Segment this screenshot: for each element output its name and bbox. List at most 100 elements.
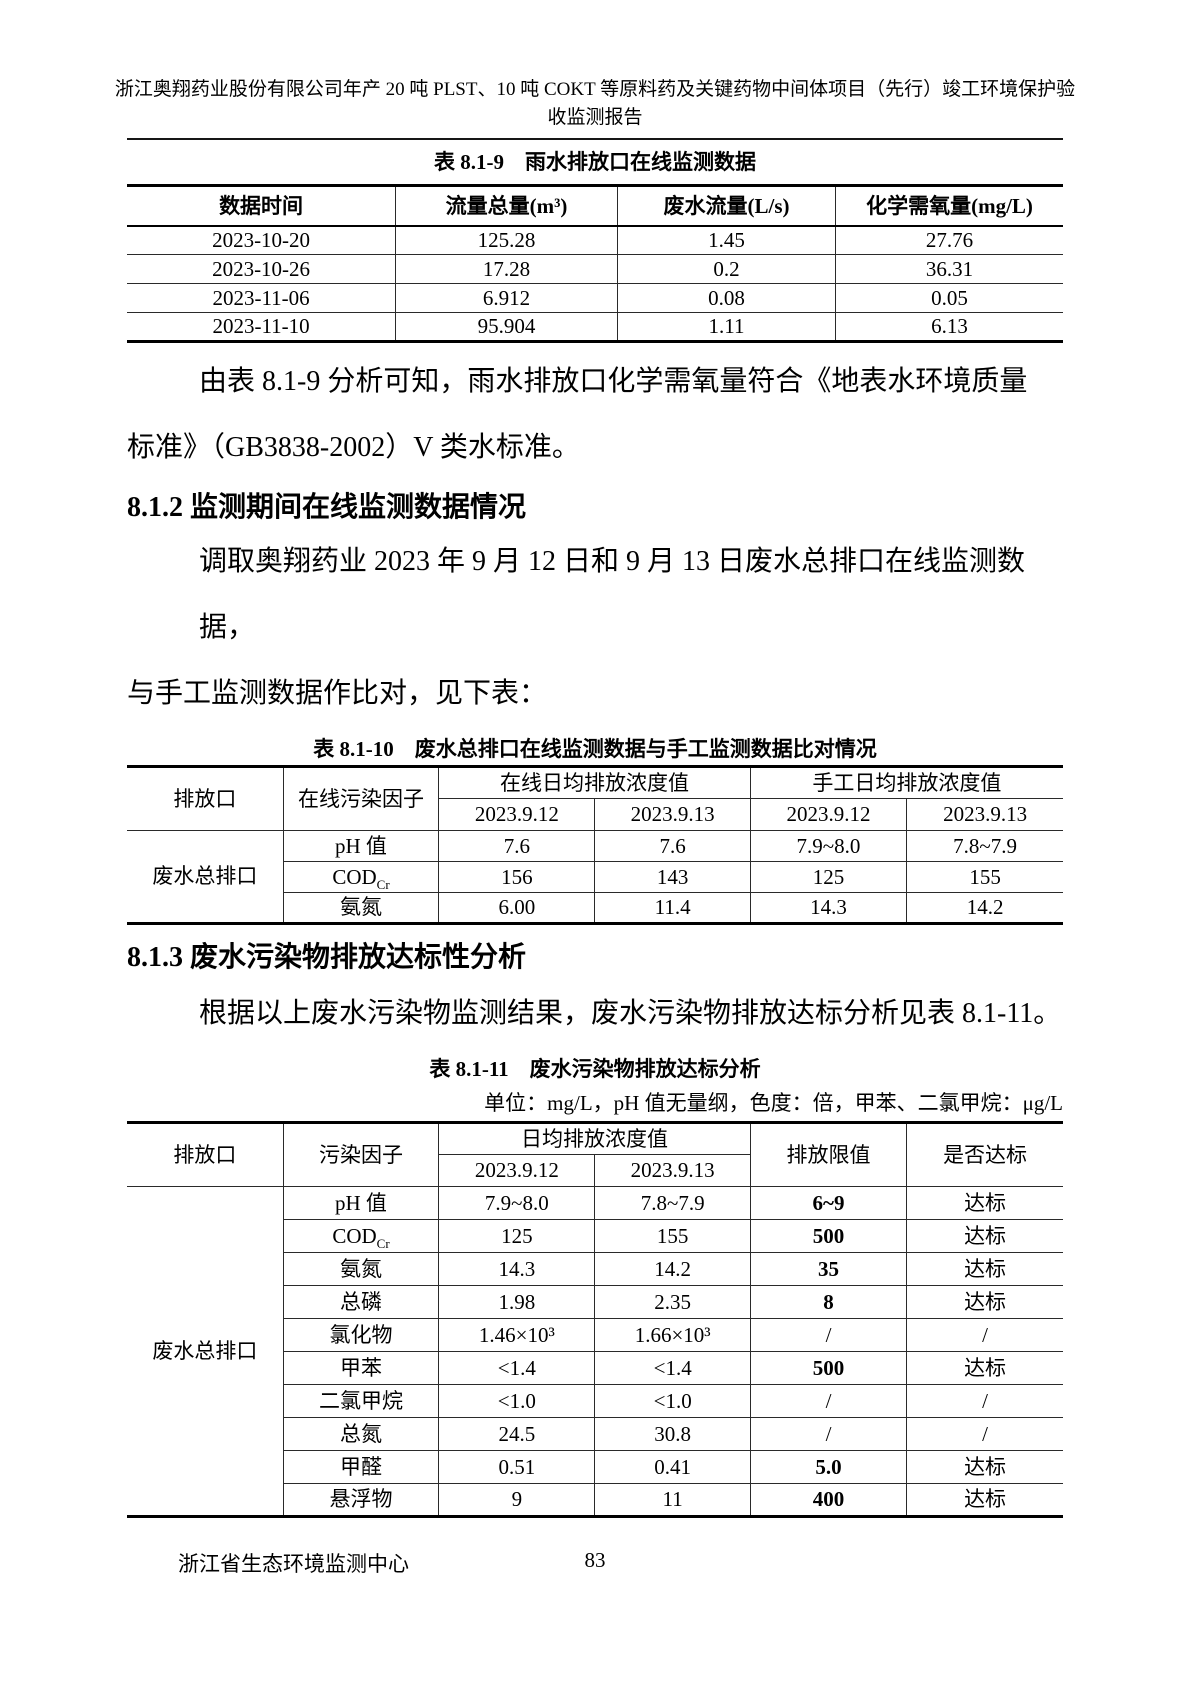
- status-cell: /: [906, 1318, 1064, 1352]
- cell: 1.45: [616, 225, 837, 255]
- table-header-row: 数据时间 流量总量(m³) 废水流量(L/s) 化学需氧量(mg/L): [126, 185, 1064, 227]
- cell: 0.2: [616, 254, 837, 284]
- cell: 155: [594, 1219, 751, 1253]
- cell: 125.28: [395, 225, 618, 255]
- table3-title: 表 8.1-11 废水污染物排放达标分析: [429, 1057, 761, 1081]
- paragraph-line: 由表 8.1-9 分析可知，雨水排放口化学需氧量符合《地表水环境质量: [199, 366, 1028, 397]
- limit-cell: 35: [749, 1252, 908, 1286]
- col-header: 排放口: [126, 1122, 284, 1187]
- rainwater-outlet-monitoring-table: 数据时间 流量总量(m³) 废水流量(L/s) 化学需氧量(mg/L) 2023…: [126, 184, 1064, 343]
- col-header: 是否达标: [906, 1122, 1064, 1187]
- factor-subscript: Cr: [376, 877, 390, 893]
- limit-cell: /: [749, 1318, 908, 1352]
- outfall-label-cell: 废水总排口: [126, 1186, 284, 1517]
- cell: <1.4: [594, 1351, 751, 1385]
- footer-organization: 浙江省生态环境监测中心: [178, 1552, 409, 1576]
- page-footer: 83 浙江省生态环境监测中心: [0, 1548, 1190, 1576]
- cell: 6.912: [395, 283, 618, 313]
- page-content: 表 8.1-9 雨水排放口在线监测数据 数据时间 流量总量(m³) 废水流量(L…: [126, 148, 1064, 1518]
- table-header-row: 2023.9.12 2023.9.13: [127, 1154, 1063, 1187]
- cell: <1.0: [594, 1384, 751, 1418]
- status-cell: 达标: [906, 1450, 1064, 1484]
- unit-note: 单位：mg/L，pH 值无量纲，色度：倍，甲苯、二氯甲烷：μg/L: [484, 1091, 1063, 1115]
- col-group-header: 手工日均排放浓度值: [749, 766, 1064, 799]
- cell: pH 值: [282, 1186, 440, 1220]
- cell: 7.6: [438, 830, 596, 862]
- col-header: 废水流量(L/s): [616, 185, 837, 227]
- cell: 总磷: [282, 1285, 440, 1319]
- cell: 6.13: [835, 312, 1064, 342]
- table2-title: 表 8.1-10 废水总排口在线监测数据与手工监测数据比对情况: [313, 737, 877, 761]
- cell: 11.4: [594, 892, 751, 924]
- doc-header-line2: 收监测报告: [547, 107, 643, 128]
- col-header: 2023.9.13: [594, 1154, 751, 1187]
- paragraph-analysis-8-1-9: 由表 8.1-9 分析可知，雨水排放口化学需氧量符合《地表水环境质量 标准》（G…: [127, 349, 1063, 481]
- table-row: 氨氮 6.00 11.4 14.3 14.2: [127, 892, 1064, 924]
- table-header-row: 排放口 污染因子 日均排放浓度值 排放限值 是否达标: [126, 1122, 1064, 1187]
- cell: 总氮: [282, 1417, 440, 1451]
- cell: 甲醛: [282, 1450, 440, 1484]
- cell: 1.66×10³: [594, 1318, 751, 1352]
- col-group-header: 日均排放浓度值: [438, 1122, 751, 1155]
- cell: 143: [594, 861, 751, 893]
- cell: 30.8: [594, 1417, 751, 1451]
- cell: 1.11: [616, 312, 837, 342]
- col-header: 2023.9.13: [906, 798, 1064, 831]
- doc-header: 浙江奥翔药业股份有限公司年产 20 吨 PLST、10 吨 COKT 等原料药及…: [0, 0, 1190, 132]
- cell: pH 值: [282, 830, 440, 862]
- cell: 氨氮: [282, 1252, 440, 1286]
- cell: 6.00: [438, 892, 596, 924]
- status-cell: 达标: [906, 1483, 1064, 1517]
- cell: 9: [438, 1483, 596, 1517]
- cell: 14.2: [906, 892, 1064, 924]
- section-heading-8-1-2: 8.1.2 监测期间在线监测数据情况: [127, 492, 527, 523]
- limit-cell: 5.0: [749, 1450, 908, 1484]
- factor-base: COD: [332, 1223, 377, 1248]
- paragraph-line: 标准》（GB3838-2002）V 类水标准。: [127, 432, 580, 463]
- limit-cell: 500: [749, 1219, 908, 1253]
- table-header-row: 排放口 在线污染因子 在线日均排放浓度值 手工日均排放浓度值: [126, 766, 1064, 831]
- paragraph-line: 与手工监测数据作比对，见下表：: [127, 678, 548, 709]
- col-header: 化学需氧量(mg/L): [835, 185, 1064, 227]
- cell: <1.4: [438, 1351, 596, 1385]
- table-row: CODCr 156 143 125 155: [127, 861, 1064, 893]
- col-header: 2023.9.13: [594, 798, 751, 831]
- online-vs-manual-comparison-table: 排放口 在线污染因子 在线日均排放浓度值 手工日均排放浓度值 2023.9.12…: [126, 765, 1064, 925]
- col-header: 排放口: [126, 766, 284, 831]
- table-row: 2023-11-06 6.912 0.08 0.05: [126, 283, 1064, 313]
- page-number: 83: [584, 1548, 606, 1572]
- cell: 14.3: [749, 892, 908, 924]
- cell: 7.9~8.0: [438, 1186, 596, 1220]
- cell: 2023-11-06: [126, 283, 397, 313]
- table-row: 废水总排口 pH 值 7.6 7.6 7.9~8.0 7.8~7.9: [126, 830, 1064, 924]
- cell: 0.51: [438, 1450, 596, 1484]
- status-cell: 达标: [906, 1285, 1064, 1319]
- limit-cell: 6~9: [749, 1186, 908, 1220]
- table-row: 悬浮物 9 11 400 达标: [127, 1483, 1064, 1517]
- factor-subscript: Cr: [376, 1236, 390, 1252]
- col-header: 流量总量(m³): [395, 185, 618, 227]
- cell: 1.98: [438, 1285, 596, 1319]
- cell: 7.6: [594, 830, 751, 862]
- cell: 24.5: [438, 1417, 596, 1451]
- cell: 14.3: [438, 1252, 596, 1286]
- paragraph-compliance-intro: 根据以上废水污染物监测结果，废水污染物排放达标分析见表 8.1-11。: [127, 981, 1063, 1047]
- table-row: 废水总排口 pH 值 7.9~8.0 7.8~7.9 6~9 达标: [126, 1186, 1064, 1517]
- status-cell: 达标: [906, 1252, 1064, 1286]
- table1-title: 表 8.1-9 雨水排放口在线监测数据: [434, 150, 756, 174]
- paragraph-line: 调取奥翔药业 2023 年 9 月 12 日和 9 月 13 日废水总排口在线监…: [199, 546, 1026, 643]
- cell: 0.05: [835, 283, 1064, 313]
- limit-cell: 8: [749, 1285, 908, 1319]
- col-header: 数据时间: [126, 185, 397, 227]
- col-header: 在线污染因子: [282, 766, 440, 831]
- col-header: 2023.9.12: [438, 798, 596, 831]
- table-row: 2023-10-26 17.28 0.2 36.31: [126, 254, 1064, 284]
- wastewater-compliance-table: 排放口 污染因子 日均排放浓度值 排放限值 是否达标 2023.9.12 202…: [126, 1121, 1064, 1518]
- table-row: 总磷 1.98 2.35 8 达标: [127, 1285, 1064, 1319]
- header-rule: [127, 138, 1063, 140]
- cell: 11: [594, 1483, 751, 1517]
- cell: 2.35: [594, 1285, 751, 1319]
- cell: 氨氮: [282, 892, 440, 924]
- limit-cell: /: [749, 1384, 908, 1418]
